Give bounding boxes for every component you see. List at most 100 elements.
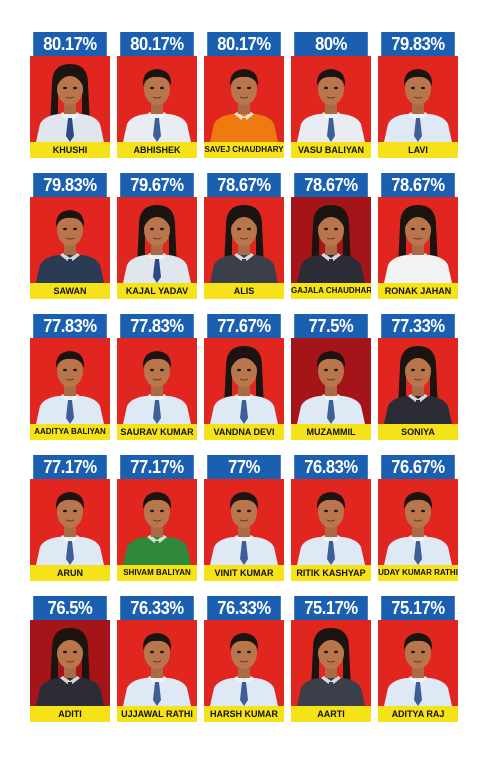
student-photo: [30, 338, 110, 424]
student-name: SAVEJ CHAUDHARY: [204, 142, 284, 158]
student-photo: [378, 197, 458, 283]
percentage-badge: 77%: [207, 455, 281, 479]
student-card: 77.17% ARUN: [30, 455, 110, 581]
results-poster: 80.17% KHUSHI 80.17% ABHISHEK 80.17% SAVEJ CH…: [14, 14, 477, 744]
student-name: LAVI: [378, 142, 458, 158]
student-card: 76.67% UDAY KUMAR RATHI: [378, 455, 458, 581]
student-photo: [291, 197, 371, 283]
student-portrait-icon: [297, 205, 365, 283]
student-name: AARTI: [291, 706, 371, 722]
student-card: 79.67% KAJAL YADAV: [117, 173, 197, 299]
student-card: 76.5% ADITI: [30, 596, 110, 722]
student-card: 76.33% HARSH KUMAR: [204, 596, 284, 722]
student-photo: [30, 197, 110, 283]
student-photo: [117, 56, 197, 142]
student-photo: [378, 620, 458, 706]
percentage-badge: 79.67%: [120, 173, 194, 197]
percentage-badge: 78.67%: [294, 173, 368, 197]
student-name: ALIS: [204, 283, 284, 299]
student-name: VINIT KUMAR: [204, 565, 284, 581]
student-portrait-icon: [36, 64, 104, 142]
student-portrait-icon: [297, 628, 365, 706]
student-name: ARUN: [30, 565, 110, 581]
student-card: 77.83% AADITYA BALIYAN: [30, 314, 110, 440]
student-photo: [117, 479, 197, 565]
percentage-badge: 80.17%: [120, 32, 194, 56]
student-card: 78.67% RONAK JAHAN: [378, 173, 458, 299]
percentage-badge: 77.17%: [33, 455, 107, 479]
student-card: 77% VINIT KUMAR: [204, 455, 284, 581]
student-portrait-icon: [123, 351, 191, 424]
student-portrait-icon: [123, 69, 191, 142]
percentage-badge: 75.17%: [381, 596, 455, 620]
percentage-badge: 77.33%: [381, 314, 455, 338]
student-photo: [117, 338, 197, 424]
student-name: SONIYA: [378, 424, 458, 440]
student-portrait-icon: [210, 346, 278, 424]
percentage-badge: 80.17%: [33, 32, 107, 56]
percentage-badge: 76.33%: [120, 596, 194, 620]
percentage-badge: 80%: [294, 32, 368, 56]
percentage-badge: 76.5%: [33, 596, 107, 620]
student-portrait-icon: [123, 205, 191, 283]
student-photo: [117, 197, 197, 283]
percentage-badge: 75.17%: [294, 596, 368, 620]
student-photo: [204, 197, 284, 283]
percentage-badge: 77.83%: [120, 314, 194, 338]
student-name: HARSH KUMAR: [204, 706, 284, 722]
student-photo: [204, 56, 284, 142]
percentage-badge: 79.83%: [381, 32, 455, 56]
student-portrait-icon: [123, 492, 191, 565]
student-photo: [291, 620, 371, 706]
student-portrait-icon: [210, 69, 278, 142]
student-card: 80.17% KHUSHI: [30, 32, 110, 158]
student-portrait-icon: [384, 69, 452, 142]
student-photo: [30, 56, 110, 142]
student-card: 79.83% SAWAN: [30, 173, 110, 299]
percentage-badge: 77.17%: [120, 455, 194, 479]
student-card: 77.17% SHIVAM BALIYAN: [117, 455, 197, 581]
student-name: GAJALA CHAUDHARY: [291, 283, 371, 299]
student-portrait-icon: [36, 492, 104, 565]
percentage-badge: 77.83%: [33, 314, 107, 338]
student-name: SAURAV KUMAR: [117, 424, 197, 440]
student-photo: [291, 338, 371, 424]
student-photo: [378, 56, 458, 142]
student-name: KAJAL YADAV: [117, 283, 197, 299]
percentage-badge: 78.67%: [207, 173, 281, 197]
student-photo: [204, 479, 284, 565]
student-name: ADITI: [30, 706, 110, 722]
student-photo: [204, 620, 284, 706]
percentage-badge: 77.67%: [207, 314, 281, 338]
student-name: RITIK KASHYAP: [291, 565, 371, 581]
student-card: 75.17% AARTI: [291, 596, 371, 722]
student-grid: 80.17% KHUSHI 80.17% ABHISHEK 80.17% SAVEJ CH…: [30, 32, 458, 722]
student-photo: [291, 56, 371, 142]
student-photo: [30, 479, 110, 565]
student-card: 79.83% LAVI: [378, 32, 458, 158]
student-card: 77.83% SAURAV KUMAR: [117, 314, 197, 440]
student-name: SHIVAM BALIYAN: [117, 565, 197, 581]
student-portrait-icon: [210, 633, 278, 706]
student-card: 80.17% SAVEJ CHAUDHARY: [204, 32, 284, 158]
student-portrait-icon: [297, 492, 365, 565]
student-card: 77.5% MUZAMMIL: [291, 314, 371, 440]
student-portrait-icon: [36, 210, 104, 283]
student-card: 80.17% ABHISHEK: [117, 32, 197, 158]
student-name: SAWAN: [30, 283, 110, 299]
student-name: RONAK JAHAN: [378, 283, 458, 299]
student-name: VASU BALIYAN: [291, 142, 371, 158]
percentage-badge: 76.67%: [381, 455, 455, 479]
student-card: 75.17% ADITYA RAJ: [378, 596, 458, 722]
student-portrait-icon: [210, 205, 278, 283]
student-name: ADITYA RAJ: [378, 706, 458, 722]
student-photo: [291, 479, 371, 565]
percentage-badge: 77.5%: [294, 314, 368, 338]
student-portrait-icon: [210, 492, 278, 565]
student-card: 78.67% GAJALA CHAUDHARY: [291, 173, 371, 299]
student-name: UDAY KUMAR RATHI: [378, 565, 458, 581]
student-portrait-icon: [384, 205, 452, 283]
student-name: AADITYA BALIYAN: [30, 424, 110, 440]
student-card: 80% VASU BALIYAN: [291, 32, 371, 158]
student-photo: [30, 620, 110, 706]
